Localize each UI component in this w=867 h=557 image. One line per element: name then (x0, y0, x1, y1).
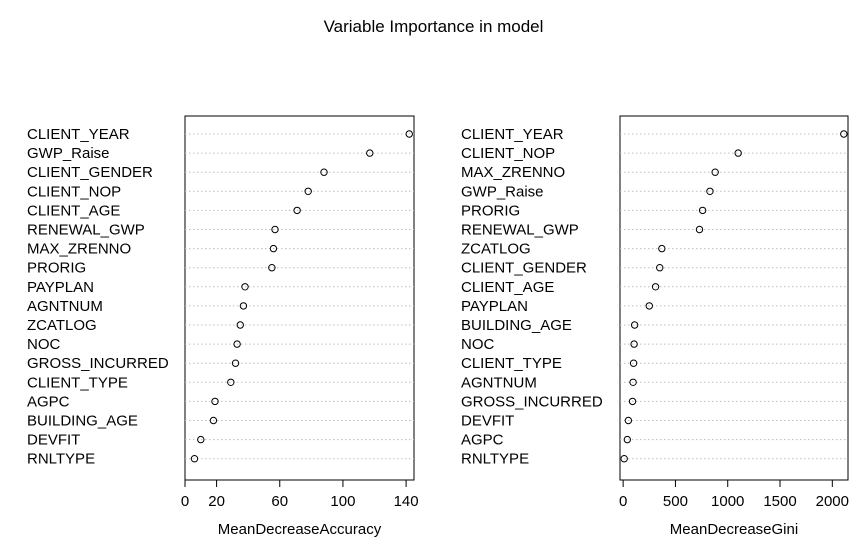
data-point (623, 435, 632, 444)
category-label: PAYPLAN (27, 279, 94, 296)
category-label: NOC (27, 336, 61, 353)
data-point (734, 149, 742, 157)
data-point (698, 206, 707, 215)
category-label: CLIENT_TYPE (27, 374, 128, 391)
category-label: PRORIG (461, 202, 520, 219)
category-label: AGNTNUM (27, 298, 103, 315)
category-label: GROSS_INCURRED (461, 393, 603, 410)
category-label: DEVFIT (27, 432, 80, 449)
category-label: CLIENT_GENDER (27, 164, 153, 181)
data-point (706, 187, 714, 196)
category-label: RNLTYPE (27, 451, 95, 468)
chart-title: Variable Importance in model (323, 17, 544, 36)
category-label: ZCATLOG (461, 241, 531, 258)
data-point (695, 225, 704, 234)
plot-frame-1 (184, 115, 415, 481)
data-point (645, 302, 653, 310)
x-tick-label: 0 (619, 493, 627, 510)
category-label: AGNTNUM (461, 374, 537, 391)
data-point (231, 359, 240, 367)
category-label: CLIENT_TYPE (461, 355, 562, 372)
category-label: CLIENT_YEAR (27, 126, 130, 143)
x-tick-label: 0 (181, 493, 189, 510)
data-point (840, 130, 848, 138)
data-point (233, 340, 241, 348)
category-label: CLIENT_NOP (27, 183, 121, 200)
category-label: CLIENT_YEAR (461, 126, 564, 143)
x-tick-label: 100 (330, 493, 355, 510)
category-label: GWP_Raise (27, 145, 110, 162)
data-point (630, 340, 638, 348)
x-tick-label: 1000 (711, 493, 744, 510)
data-point (269, 244, 278, 253)
category-label: DEVFIT (461, 413, 514, 430)
data-point (620, 455, 628, 463)
data-point (651, 283, 660, 291)
data-point (366, 149, 374, 157)
category-label: AGPC (27, 393, 70, 410)
x-tick-label: 1500 (763, 493, 796, 510)
category-label: PAYPLAN (461, 298, 528, 315)
x-tick-label: 500 (663, 493, 688, 510)
category-label: MAX_ZRENNO (27, 241, 131, 258)
data-point (628, 397, 637, 406)
data-point (629, 359, 638, 367)
plot-frame-2 (619, 115, 849, 481)
data-point (304, 187, 312, 196)
category-label: CLIENT_AGE (461, 279, 554, 296)
x-tick-label: 20 (208, 493, 225, 510)
x-tick-label: 140 (394, 493, 419, 510)
category-label: CLIENT_AGE (27, 202, 120, 219)
category-label: GROSS_INCURRED (27, 355, 169, 372)
x-axis-label: MeanDecreaseGini (670, 521, 798, 538)
category-label: PRORIG (27, 260, 86, 277)
category-label: NOC (461, 336, 495, 353)
x-axis-label: MeanDecreaseAccuracy (218, 521, 382, 538)
data-point (227, 378, 235, 386)
category-label: MAX_ZRENNO (461, 164, 565, 181)
data-point (211, 397, 219, 406)
category-label: CLIENT_NOP (461, 145, 555, 162)
data-point (405, 130, 413, 138)
data-point (624, 416, 633, 425)
category-label: RENEWAL_GWP (27, 222, 145, 239)
data-point (711, 168, 719, 176)
category-label: ZCATLOG (27, 317, 97, 334)
data-point (209, 416, 218, 425)
data-point (241, 283, 249, 291)
category-label: CLIENT_GENDER (461, 260, 587, 277)
data-point (239, 302, 248, 310)
data-point (190, 455, 199, 463)
data-point (271, 225, 279, 234)
category-label: BUILDING_AGE (27, 413, 138, 430)
data-point (236, 321, 244, 329)
data-point (629, 378, 637, 386)
data-point (320, 168, 328, 176)
x-tick-label: 2000 (816, 493, 849, 510)
category-label: BUILDING_AGE (461, 317, 572, 334)
data-point (630, 321, 639, 329)
x-tick-label: 60 (271, 493, 288, 510)
data-point (658, 244, 666, 253)
category-label: GWP_Raise (461, 183, 544, 200)
category-label: RENEWAL_GWP (461, 222, 579, 239)
data-point (268, 264, 276, 272)
data-point (197, 435, 205, 444)
category-label: RNLTYPE (461, 451, 529, 468)
data-point (293, 206, 301, 215)
category-label: AGPC (461, 432, 504, 449)
data-point (656, 264, 664, 272)
